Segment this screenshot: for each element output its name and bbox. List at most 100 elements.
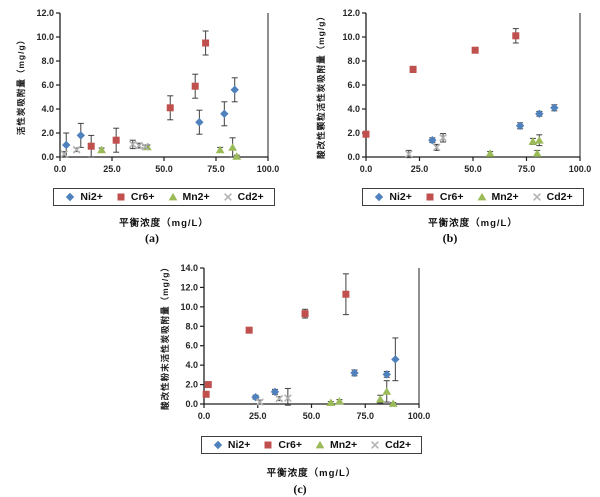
data-point-marker (256, 398, 264, 406)
x-tick-label: 50.0 (155, 164, 173, 174)
x-tick-label: 75.0 (207, 164, 225, 174)
x-axis-title-c: 平衡浓度（mg/L） (266, 468, 357, 479)
data-point-marker (230, 85, 239, 94)
y-tick-label: 0.0 (185, 399, 198, 409)
data-point-marker (371, 441, 380, 449)
y-tick-label: 12.0 (342, 8, 360, 18)
y-tick-label: 0.0 (347, 152, 360, 162)
x-tick-label: 100.0 (257, 164, 280, 174)
y-tick-label: 2.0 (41, 128, 54, 138)
data-point-marker (471, 46, 479, 54)
x-tick-label: 100.0 (408, 411, 431, 421)
y-tick-label: 8.0 (185, 321, 198, 331)
data-point-marker (97, 145, 106, 154)
y-axis-ticks: 0.0 2.0 4.0 6.0 8.0 10.0 12.0 14.0 (180, 263, 204, 409)
plot-area-b: 0.0 2.0 4.0 6.0 8.0 10.0 12.0 0.0 25.0 50.0 75.0 10… (342, 8, 591, 174)
legend-b: Ni2+ Cr6+ Mn2+ Cd2+ (362, 188, 584, 206)
x-tick-label: 25.0 (249, 411, 267, 421)
legend-item-cd2: Cd2+ (369, 439, 411, 451)
data-point-marker (245, 326, 253, 334)
x-axis-title-b: 平衡浓度（mg/L） (428, 218, 518, 229)
y-tick-label: 2.0 (185, 380, 198, 390)
data-point-marker (264, 441, 272, 449)
data-point-marker (117, 193, 125, 201)
y-tick-label: 0.0 (41, 152, 54, 162)
x-tick-label: 50.0 (303, 411, 321, 421)
x-tick-label: 0.0 (54, 164, 67, 174)
data-point-marker (275, 394, 284, 403)
data-point-marker (391, 355, 400, 364)
x-tick-label: 0.0 (198, 411, 211, 421)
ni2-diamond-icon (213, 440, 223, 450)
legend-label-cr6: Cr6+ (130, 191, 155, 203)
series-cr6+ (87, 30, 210, 158)
data-point-marker (195, 118, 204, 127)
legend-item-cr6: Cr6+ (262, 439, 302, 451)
caption-a: (a) (145, 231, 159, 245)
data-point-marker (350, 368, 359, 378)
y-tick-label: 4.0 (41, 104, 54, 114)
legend-label-mn2: Mn2+ (330, 439, 358, 451)
data-point-marker (477, 192, 486, 201)
series-mn2+ (485, 134, 544, 157)
data-point-marker (112, 136, 120, 144)
legend-label-ni2: Ni2+ (80, 191, 103, 203)
legend-item-cd2: Cd2+ (531, 191, 573, 203)
data-point-marker (215, 145, 225, 154)
panel-b: 0.0 2.0 4.0 6.0 8.0 10.0 12.0 0.0 25.0 50.0 75.0 10… (304, 2, 596, 246)
cd2-x-icon (371, 441, 380, 449)
cd2-x-icon (223, 193, 232, 201)
data-point-marker (223, 193, 232, 201)
legend-box-b: Ni2+ Cr6+ Mn2+ Cd2+ (362, 188, 584, 206)
y-tick-label: 12.0 (180, 282, 198, 292)
y-tick-label: 10.0 (36, 32, 54, 42)
data-point-marker (66, 192, 75, 202)
legend-c: Ni2+ Cr6+ Mn2+ Cd2+ (200, 436, 423, 454)
data-point-marker (375, 192, 384, 202)
data-point-marker (62, 140, 71, 150)
data-point-marker (362, 130, 370, 138)
legend-item-mn2: Mn2+ (167, 191, 210, 203)
series-cd2+ (256, 387, 292, 406)
panel-a: 0.0 2.0 4.0 6.0 8.0 10.0 12.0 0.0 25.0 50.0 75.0 10… (6, 2, 298, 246)
cd2-x-icon (532, 193, 541, 201)
legend-box-c: Ni2+ Cr6+ Mn2+ Cd2+ (200, 436, 423, 454)
legend-label-cd2: Cd2+ (237, 191, 264, 203)
data-point-marker (60, 150, 69, 158)
data-point-marker (166, 104, 174, 112)
y-tick-label: 4.0 (185, 360, 198, 370)
cr6-square-icon (117, 193, 125, 201)
x-axis-ticks: 0.0 25.0 50.0 75.0 100.0 (198, 404, 431, 421)
series-mn2+ (326, 380, 398, 407)
data-point-marker (283, 394, 292, 403)
plot-area-c: 0.0 2.0 4.0 6.0 8.0 10.0 12.0 14.0 0.0 25.0 50.0 75… (180, 263, 431, 421)
data-point-marker (202, 390, 210, 398)
y-axis-title-a: 活性炭吸附量（mg/g） (16, 34, 26, 136)
data-point-marker (532, 193, 541, 201)
y-tick-label: 10.0 (180, 302, 198, 312)
data-point-marker (409, 65, 417, 73)
caption-c: (c) (293, 482, 307, 496)
data-point-marker (228, 143, 238, 151)
data-point-marker (388, 399, 398, 407)
data-point-marker (76, 131, 85, 140)
cr6-square-icon (264, 441, 272, 449)
legend-item-cr6: Cr6+ (115, 191, 155, 203)
legend-item-cr6: Cr6+ (424, 191, 464, 203)
data-point-marker (528, 137, 538, 145)
panel-c: 0.0 2.0 4.0 6.0 8.0 10.0 12.0 14.0 0.0 25.0 50.0 75… (148, 250, 452, 496)
y-tick-label: 8.0 (347, 56, 360, 66)
legend-label-ni2: Ni2+ (227, 439, 251, 451)
series-cr6+ (202, 273, 350, 398)
data-point-marker (141, 142, 150, 151)
data-point-marker (335, 396, 344, 405)
legend-box-a: Ni2+ Cr6+ Mn2+ Cd2+ (53, 188, 275, 206)
legend-label-cr6: Cr6+ (439, 191, 464, 203)
data-point-marker (128, 140, 137, 149)
data-point-marker (301, 310, 309, 318)
axes (365, 13, 581, 158)
legend-item-ni2: Ni2+ (64, 191, 103, 203)
mn2-triangle-icon (315, 440, 325, 449)
data-point-marker (534, 136, 544, 144)
series-cd2+ (404, 133, 447, 159)
